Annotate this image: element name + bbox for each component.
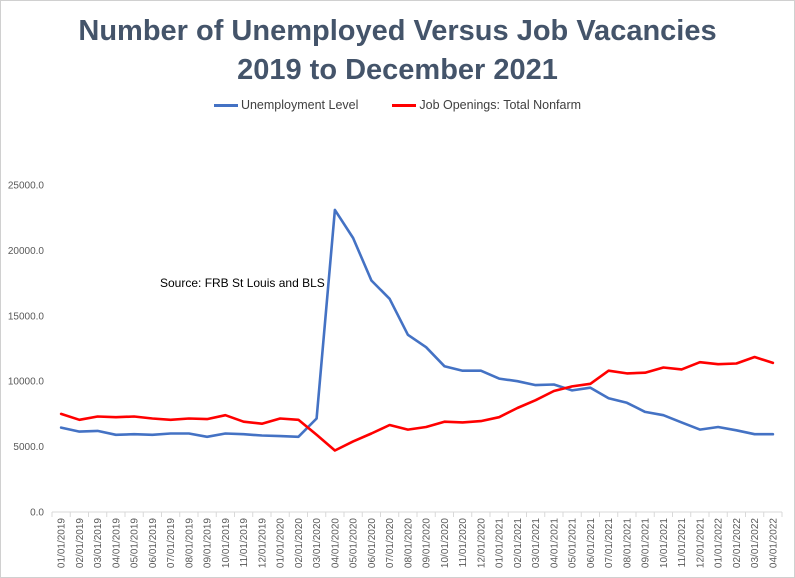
x-tick-label: 06/01/2021: [586, 518, 597, 568]
x-tick-label: 01/01/2021: [495, 518, 506, 568]
x-tick-label: 06/01/2020: [367, 518, 378, 568]
y-tick-label: 25000.0: [8, 181, 45, 192]
x-tick-label: 04/01/2020: [330, 518, 341, 568]
legend-item-job-openings: Job Openings: Total Nonfarm: [392, 98, 581, 112]
y-tick-label: 5000.0: [13, 442, 44, 453]
x-tick-label: 02/01/2022: [732, 518, 743, 568]
chart-title-line-1: Number of Unemployed Versus Job Vacancie…: [78, 15, 717, 47]
x-tick-label: 02/01/2021: [513, 518, 524, 568]
x-tick-label: 09/01/2019: [203, 518, 214, 568]
y-tick-label: 0.0: [30, 508, 44, 519]
x-tick-label: 12/01/2019: [257, 518, 268, 568]
x-tick-label: 02/01/2019: [75, 518, 86, 568]
x-tick-label: 07/01/2019: [166, 518, 177, 568]
x-tick-label: 06/01/2019: [148, 518, 159, 568]
x-tick-label: 08/01/2020: [403, 518, 414, 568]
legend-label-job-openings: Job Openings: Total Nonfarm: [419, 98, 582, 112]
x-tick-label: 10/01/2020: [440, 518, 451, 568]
x-tick-label: 01/01/2020: [276, 518, 287, 568]
x-tick-label: 04/01/2022: [768, 518, 779, 568]
x-tick-label: 09/01/2020: [422, 518, 433, 568]
legend-item-unemployment: Unemployment Level: [213, 98, 359, 112]
series-line-unemployment: [59, 208, 775, 439]
x-tick-label: 09/01/2021: [641, 518, 652, 568]
y-tick-label: 20000.0: [8, 246, 45, 257]
x-tick-label: 08/01/2021: [622, 518, 633, 568]
x-tick-label: 02/01/2020: [294, 518, 305, 568]
chart-title: Number of Unemployed Versus Job Vacancie…: [0, 12, 795, 90]
x-tick-label: 08/01/2019: [184, 518, 195, 568]
series-line-job-openings: [59, 355, 775, 452]
source-annotation: Source: FRB St Louis and BLS: [160, 276, 325, 290]
chart-title-line-2: 2019 to December 2021: [237, 54, 558, 86]
x-tick-label: 05/01/2019: [130, 518, 141, 568]
x-tick-label: 11/01/2020: [458, 518, 469, 568]
x-tick-label: 03/01/2019: [93, 518, 104, 568]
chart-legend: Unemployment Level Job Openings: Total N…: [0, 98, 795, 112]
x-tick-label: 10/01/2019: [221, 518, 232, 568]
y-tick-label: 10000.0: [8, 377, 45, 388]
y-tick-label: 15000.0: [8, 311, 45, 322]
x-tick-label: 03/01/2020: [312, 518, 323, 568]
x-tick-label: 05/01/2020: [349, 518, 360, 568]
legend-swatch-job-openings: [392, 103, 417, 107]
x-tick-label: 10/01/2021: [659, 518, 670, 568]
legend-label-unemployment: Unemployment Level: [240, 98, 359, 112]
legend-swatch-unemployment: [213, 103, 238, 107]
x-tick-label: 11/01/2019: [239, 518, 250, 568]
x-tick-label: 04/01/2019: [111, 518, 122, 568]
x-tick-label: 07/01/2020: [385, 518, 396, 568]
x-tick-label: 12/01/2020: [476, 518, 487, 568]
x-tick-label: 01/01/2019: [57, 518, 68, 568]
x-tick-label: 05/01/2021: [568, 518, 579, 568]
x-tick-label: 07/01/2021: [604, 518, 615, 568]
x-tick-label: 01/01/2022: [714, 518, 725, 568]
x-tick-label: 12/01/2021: [695, 518, 706, 568]
x-tick-label: 04/01/2021: [549, 518, 560, 568]
x-tick-label: 11/01/2021: [677, 518, 688, 568]
x-tick-label: 03/01/2021: [531, 518, 542, 568]
x-tick-label: 03/01/2022: [750, 518, 761, 568]
